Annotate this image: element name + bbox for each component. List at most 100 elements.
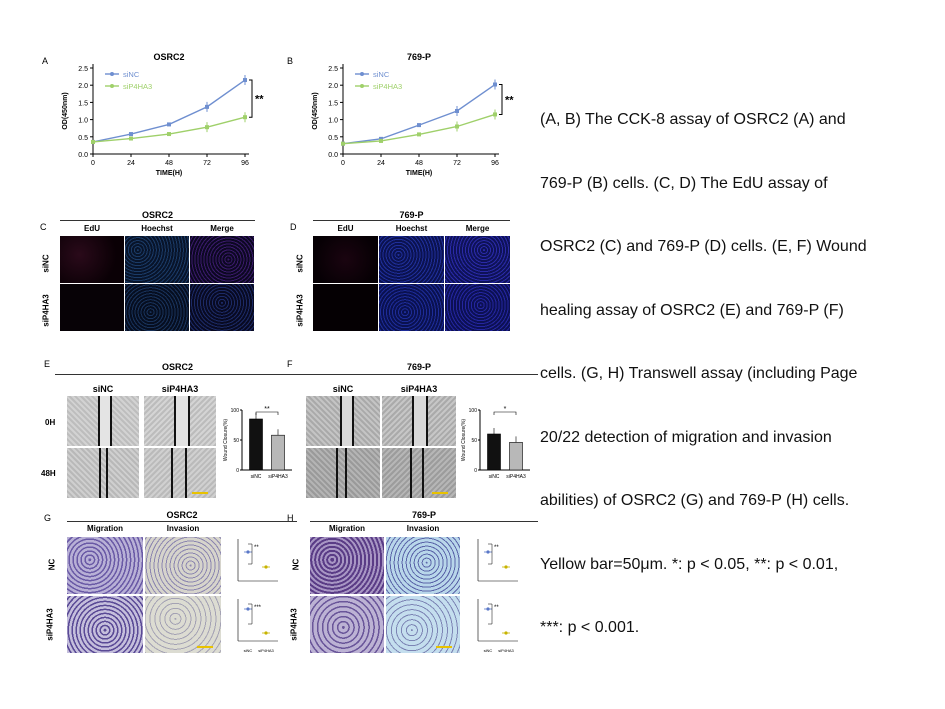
edu-d-sip4ha3-merge-image <box>445 284 510 331</box>
caption-line-8: Yellow bar=50μm. *: p < 0.05, **: p < 0.… <box>540 555 839 573</box>
edu-c-row-sinc: siNC <box>41 254 51 273</box>
chart-a-point-siP4HA3 <box>167 132 171 137</box>
chart-a-point-siNC <box>167 122 171 127</box>
chart-a-legend-marker <box>110 72 114 76</box>
chart-b-legend-marker <box>360 84 364 88</box>
chart-e-category-label: siP4HA3 <box>268 474 288 480</box>
caption-line-1: (A, B) The CCK-8 assay of OSRC2 (A) and <box>540 111 846 128</box>
chart-b-point-siNC <box>493 82 497 87</box>
wound-f-col-sip4ha3: siP4HA3 <box>400 384 438 394</box>
transwell-h-nc-invasion-image <box>386 537 460 594</box>
transwell-g-sip4ha3-migration-image <box>67 596 143 653</box>
wound-e-sinc-0h-image <box>67 396 139 446</box>
transwell-g-row-nc: NC <box>47 558 57 571</box>
wound-f-sinc-0h-image <box>306 396 380 446</box>
chart-a-series-siP4HA3-line <box>92 116 246 143</box>
wound-f-col-sinc: siNC <box>332 384 354 394</box>
wound-e-sip4ha3-0h-image <box>144 396 216 446</box>
mini-g-category-sinc: siNC <box>244 648 253 653</box>
chart-a-ytick-label: 0.5 <box>78 135 88 142</box>
mini-h-category-sinc: siNC <box>484 648 493 653</box>
edu-d-row-sip4ha3: siP4HA3 <box>295 294 305 327</box>
panel-label-c: C <box>40 222 47 232</box>
chart-b-xtick-label: 24 <box>377 160 385 167</box>
chart-f-category-label: siNC <box>489 474 500 480</box>
chart-e-ytick-label: 100 <box>231 408 240 414</box>
transwell-g-sip4ha3-invasion-image <box>145 596 221 653</box>
edu-c-col-edu: EdU <box>84 224 100 233</box>
chart-e-sig-bracket <box>255 411 279 415</box>
mini-h-top-sig-bracket <box>488 543 493 565</box>
chart-b-point-siNC <box>379 136 383 141</box>
transwell-h-sip4ha3-migration-image <box>310 596 384 653</box>
panel-label-h: H <box>287 513 294 523</box>
transwell-h-nc-migration-image <box>310 537 384 594</box>
chart-f-sig-stars: * <box>504 406 507 413</box>
chart-b-ytick-label: 1.0 <box>328 118 338 125</box>
mini-g-top-sig-stars: ** <box>254 545 259 551</box>
edu-d-sinc-edu-image <box>313 236 378 283</box>
chart-f-ytick-label: 100 <box>469 408 478 414</box>
edu-c-col-merge: Merge <box>210 224 234 233</box>
chart-f-ytick-label: 0 <box>474 468 477 474</box>
transwell-g-quantification: *****siNC siP4HA3 <box>237 539 278 653</box>
chart-b-point-siP4HA3 <box>341 141 345 146</box>
chart-a-point-siP4HA3 <box>243 115 247 120</box>
panel-label-a: A <box>42 56 49 66</box>
mini-g-bottom-sig-bracket <box>248 603 253 625</box>
chart-f-sig-bracket <box>493 411 517 415</box>
panel-label-b: B <box>287 56 294 66</box>
chart-a-ytick-label: 2.0 <box>78 83 88 90</box>
transwell-h-col-invasion: Invasion <box>406 524 440 533</box>
edu-c-sinc-merge-image <box>190 236 254 283</box>
chart-e-sig-stars: ** <box>264 406 270 413</box>
chart-b-769p-cck8: 769-P 0.0 0.5 1.0 1.5 2.0 2.5 0 24 48 72 96 TIME(H) O… <box>312 52 514 177</box>
mini-h-bottom-sig-stars: ** <box>494 605 499 611</box>
chart-b-ytick-label: 0.0 <box>328 152 338 159</box>
wound-e-row-48h: 48H <box>41 469 56 478</box>
edu-c-row-sip4ha3: siP4HA3 <box>41 294 51 327</box>
chart-b-legend-marker <box>360 72 364 76</box>
chart-a-point-siNC <box>205 104 209 109</box>
chart-a-ytick-label: 0.0 <box>78 152 88 159</box>
wound-f-sinc-48h-image <box>306 448 380 498</box>
edu-d-col-hoechst: Hoechst <box>395 224 428 233</box>
scale-bar-g <box>197 646 213 648</box>
scale-bar-e <box>192 492 208 494</box>
chart-f-ylabel: Wound Closure(%) <box>461 419 467 461</box>
chart-b-legend-label: siP4HA3 <box>373 82 402 91</box>
chart-a-xlabel: TIME(H) <box>156 170 182 177</box>
scale-bar-f <box>432 492 448 494</box>
transwell-g-row-sip4ha3: siP4HA3 <box>45 608 55 641</box>
chart-b-xtick-label: 96 <box>491 160 499 167</box>
wound-e-row-0h: 0H <box>45 418 56 427</box>
edu-c-sinc-edu-image <box>60 236 124 283</box>
wound-e-sinc-48h-image <box>67 448 139 498</box>
edu-d-sip4ha3-hoechst-image <box>379 284 444 331</box>
scale-bar-h <box>436 646 452 648</box>
chart-a-ylabel: OD(450nm) <box>62 92 69 129</box>
chart-b-xtick-label: 72 <box>453 160 461 167</box>
chart-a-xtick-label: 48 <box>165 160 173 167</box>
caption-line-3: OSRC2 (C) and 769-P (D) cells. (E, F) Wo… <box>540 238 867 255</box>
transwell-h-row-sip4ha3: siP4HA3 <box>289 608 299 641</box>
chart-b-ytick-label: 2.0 <box>328 83 338 90</box>
chart-f-category-label: siP4HA3 <box>506 474 526 480</box>
chart-b-point-siP4HA3 <box>455 124 459 129</box>
chart-a-sig-bracket <box>249 79 253 118</box>
edu-d-col-edu: EdU <box>337 224 354 233</box>
transwell-g-col-invasion: Invasion <box>166 524 200 533</box>
chart-a-xtick-label: 0 <box>91 160 95 167</box>
chart-b-title: 769-P <box>407 52 431 62</box>
panel-label-g: G <box>44 513 52 523</box>
edu-d-col-merge: Merge <box>465 224 490 233</box>
chart-e-ytick-label: 0 <box>236 468 239 474</box>
wound-e-sip4ha3-48h-image <box>144 448 216 498</box>
mini-h-category-sip4ha3: siP4HA3 <box>498 648 514 653</box>
chart-b-series-siP4HA3-line <box>342 113 496 145</box>
chart-a-xtick-label: 72 <box>203 160 211 167</box>
edu-osrc2-title: OSRC2 <box>141 210 173 220</box>
chart-b-sig-bracket <box>499 84 503 115</box>
edu-d-sip4ha3-edu-image <box>313 284 378 331</box>
caption-line-2: 769-P (B) cells. (C, D) The EdU assay of <box>540 174 828 192</box>
